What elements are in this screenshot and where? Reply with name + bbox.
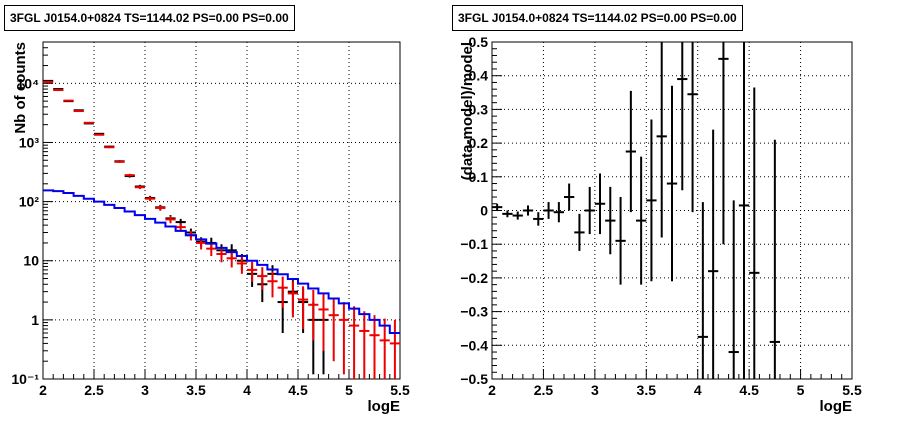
- x-tick-label: 5.5: [390, 382, 410, 398]
- y-axis-title: Nb of counts: [12, 42, 29, 134]
- y-tick-label: 0.4: [469, 68, 489, 84]
- y-tick-label: 10³: [19, 134, 40, 150]
- x-axis-title: logE: [820, 398, 853, 415]
- x-tick-label: 4: [243, 382, 251, 398]
- y-tick-label: 1: [31, 312, 39, 328]
- x-axis-title: logE: [368, 398, 401, 415]
- x-tick-label: 5.5: [842, 382, 862, 398]
- right-plot-title: 3FGL J0154.0+0824 TS=1144.02 PS=0.00 PS=…: [452, 5, 743, 31]
- y-axis-title: (data-model)/model: [459, 42, 476, 180]
- x-tick-label: 2: [39, 382, 47, 398]
- x-tick-label: 2: [488, 382, 496, 398]
- y-tick-label: 10⁴: [17, 75, 40, 91]
- x-tick-label: 3: [141, 382, 149, 398]
- x-tick-label: 4.5: [739, 382, 759, 398]
- y-tick-label: 0.2: [469, 135, 489, 151]
- counts-spectrum-plot: 2 2.5 3 3.5 4 4.5 5 5.5 10⁻¹ 1 10 10² 10³ 10⁴ logE Nb o…: [11, 41, 410, 415]
- y-tick-label: −0.1: [460, 236, 488, 252]
- y-tick-label: −0.5: [460, 371, 488, 387]
- y-tick-label: −0.3: [460, 304, 488, 320]
- x-tick-label: 3.5: [637, 382, 657, 398]
- residuals-plot: 2 2.5 3 3.5 4 4.5 5 5.5 −0.5 −0.4 −0.3 −0.2 −0.1 0 0.1…: [459, 34, 862, 415]
- y-tick-label: 0: [480, 203, 488, 219]
- x-tick-label: 5: [797, 382, 805, 398]
- y-tick-label: 0.5: [469, 34, 489, 50]
- x-tick-label: 2.5: [534, 382, 554, 398]
- x-tick-label: 5: [345, 382, 353, 398]
- y-tick-label: 10: [23, 253, 39, 269]
- y-tick-label: 10⁻¹: [11, 371, 39, 387]
- y-tick-label: −0.2: [460, 270, 488, 286]
- y-tick-label: 10²: [19, 194, 40, 210]
- y-tick-label: −0.4: [460, 337, 488, 353]
- left-plot-title: 3FGL J0154.0+0824 TS=1144.02 PS=0.00 PS=…: [4, 5, 295, 31]
- x-tick-label: 2.5: [84, 382, 104, 398]
- plot-frame: [42, 41, 401, 380]
- y-tick-label: 0.1: [469, 169, 489, 185]
- y-tick-label: 0.3: [469, 101, 489, 117]
- x-tick-label: 3: [591, 382, 599, 398]
- x-tick-label: 4: [694, 382, 702, 398]
- model-component-step-line: [43, 189, 400, 334]
- x-tick-label: 4.5: [288, 382, 308, 398]
- x-tick-label: 3.5: [186, 382, 206, 398]
